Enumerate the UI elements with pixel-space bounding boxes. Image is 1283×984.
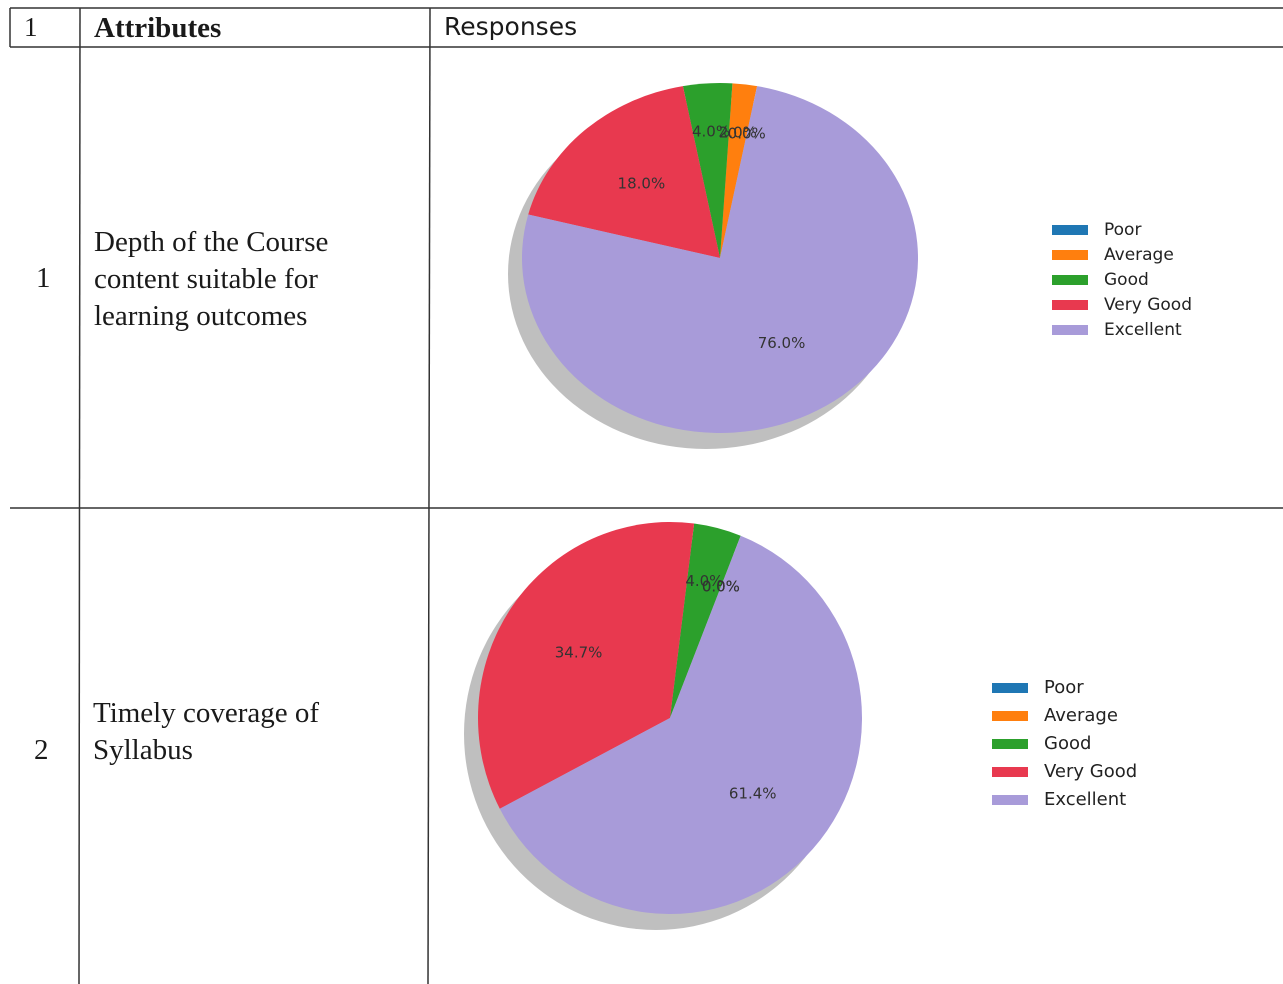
pie-slice-label: 2.0% [719,123,757,141]
pie-slice-average [720,83,758,258]
legend-label: Average [1104,245,1174,265]
pie-slice-label: 0.0% [702,577,740,595]
row-1-number: 1 [36,262,51,294]
legend-label: Excellent [1044,789,1126,810]
row-1-attribute-line: Depth of the Course [94,226,329,258]
header-attributes: Attributes [94,12,222,44]
pie-slice-label: 61.4% [729,785,777,803]
pie-slice-good [670,523,741,718]
pie-slice-very-good [528,86,720,258]
pie-slice-label: 34.7% [555,644,603,662]
legend-label: Good [1044,733,1091,754]
pie-slice-label: 18.0% [618,175,666,193]
row-1-attribute-line: learning outcomes [94,300,308,332]
legend-swatch [992,739,1028,749]
legend-swatch [1052,250,1088,260]
row-1-attribute: Depth of the Course content suitable for… [94,224,328,335]
pie-slice-excellent [522,86,918,433]
pie-slice-label: 0.0% [702,577,740,595]
legend-swatch [1052,225,1088,235]
pie-slice-excellent [499,535,862,914]
header-responses: Responses [444,12,578,41]
legend-label: Excellent [1104,320,1182,340]
row-2-attribute-line: Syllabus [93,734,193,766]
grid-line-col1 [78,7,81,984]
legend-label: Average [1044,705,1118,726]
legend-label: Good [1104,270,1149,290]
legend-swatch [992,683,1028,693]
legend-swatch [1052,300,1088,310]
legend-swatch [992,711,1028,721]
grid-line-col2 [427,7,431,984]
pie-slice-label: 4.0% [692,123,730,141]
legend-label: Very Good [1044,761,1137,782]
legend-label: Poor [1104,220,1141,240]
row-2-attribute: Timely coverage of Syllabus [93,695,319,769]
pie-slice-label: 76.0% [758,334,806,352]
legend-swatch [1052,275,1088,285]
pie-slice-label: 4.0% [685,572,723,590]
pie-slice-good [682,83,733,258]
row-2-attribute-line: Timely coverage of [93,697,320,729]
legend-label: Poor [1044,677,1084,698]
legend-swatch [1052,325,1088,335]
legend-swatch [992,767,1028,777]
row-2-number: 2 [34,734,49,766]
legend-swatch [992,795,1028,805]
header-number: 1 [24,12,38,42]
pie-slice-very-good [478,522,695,809]
pie-slice-label: 0.0% [728,125,766,143]
row-1-attribute-line: content suitable for [94,263,318,295]
legend-label: Very Good [1104,295,1192,315]
